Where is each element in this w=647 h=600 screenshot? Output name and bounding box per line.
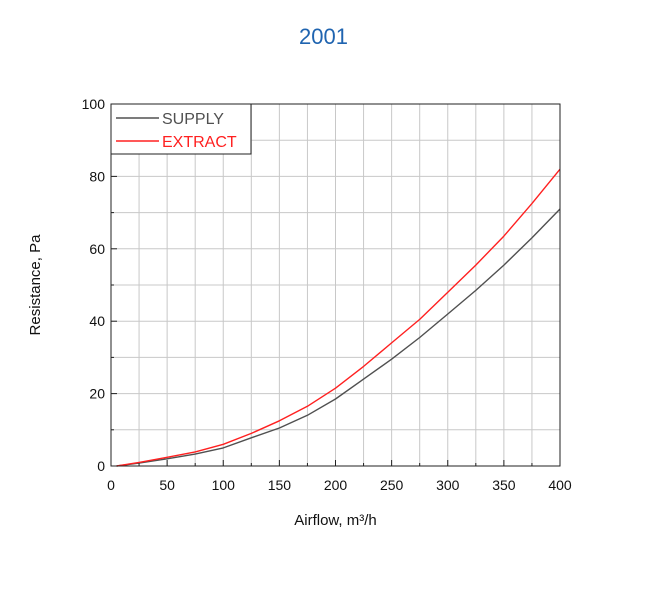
grid	[111, 104, 560, 466]
x-tick-label: 200	[324, 477, 348, 493]
y-tick-label: 20	[89, 386, 105, 402]
x-axis-label: Airflow, m³/h	[294, 512, 377, 529]
x-tick-label: 300	[436, 477, 460, 493]
y-axis-label: Resistance, Pa	[27, 234, 44, 336]
legend-label: SUPPLY	[162, 111, 224, 128]
x-tick-label: 0	[107, 477, 115, 493]
y-tick-label: 60	[89, 241, 105, 257]
legend-box	[110, 103, 252, 155]
series-lines	[116, 168, 561, 467]
y-tick-label: 0	[97, 458, 105, 474]
x-tick-label: 350	[492, 477, 516, 493]
x-tick-label: 400	[548, 477, 572, 493]
series-line-supply	[116, 208, 561, 467]
x-tick-label: 250	[380, 477, 404, 493]
legend-label: EXTRACT	[162, 134, 237, 151]
y-tick-label: 80	[89, 168, 105, 184]
legend: SUPPLY EXTRACT	[110, 103, 252, 155]
x-tick-label: 100	[212, 477, 236, 493]
series-line-extract	[116, 168, 561, 467]
x-tick-label: 150	[268, 477, 292, 493]
y-tick-label: 40	[89, 313, 105, 329]
x-tick-label: 50	[159, 477, 175, 493]
chart-heading: 2001	[299, 24, 348, 49]
y-tick-label: 100	[82, 96, 106, 112]
axis-ticks: 0 50 100 150 200 250 300 350 400 0 20 40 60 80 100	[82, 96, 572, 493]
